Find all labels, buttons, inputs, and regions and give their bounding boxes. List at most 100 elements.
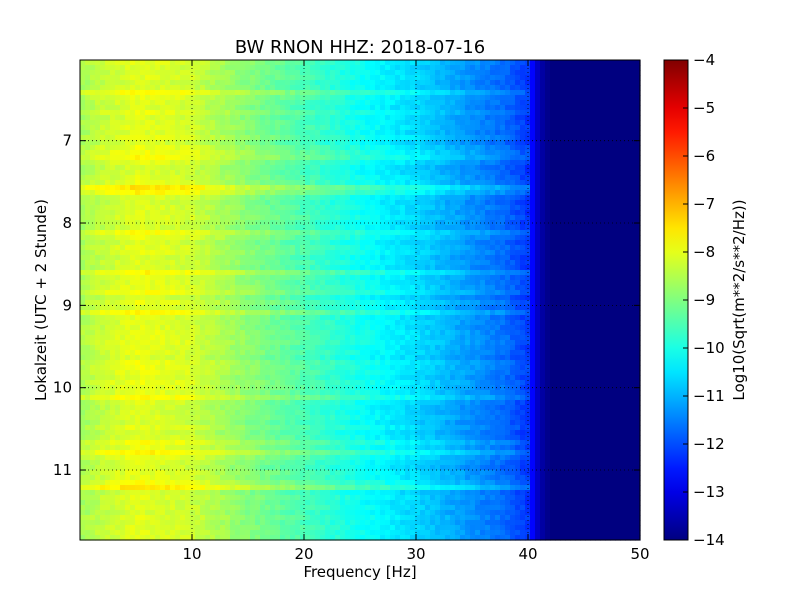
heatmap-cell xyxy=(540,160,546,166)
heatmap-cell xyxy=(590,235,596,241)
heatmap-cell xyxy=(335,135,341,141)
heatmap-cell xyxy=(560,150,566,156)
heatmap-cell xyxy=(430,185,436,191)
heatmap-cell xyxy=(435,85,441,91)
heatmap-cell xyxy=(205,120,211,126)
heatmap-cell xyxy=(140,270,146,276)
heatmap-cell xyxy=(635,170,641,176)
heatmap-cell xyxy=(325,135,331,141)
heatmap-cell xyxy=(260,230,266,236)
heatmap-cell xyxy=(145,225,151,231)
heatmap-cell xyxy=(575,230,581,236)
heatmap-cell xyxy=(110,180,116,186)
heatmap-cell xyxy=(250,280,256,286)
heatmap-cell xyxy=(530,175,536,181)
heatmap-cell xyxy=(395,105,401,111)
heatmap-cell xyxy=(220,210,226,216)
heatmap-cell xyxy=(240,160,246,166)
heatmap-cell xyxy=(425,175,431,181)
heatmap-cell xyxy=(530,240,536,246)
heatmap-cell xyxy=(515,170,521,176)
heatmap-cell xyxy=(260,185,266,191)
heatmap-cell xyxy=(230,255,236,261)
heatmap-cell xyxy=(315,165,321,171)
heatmap-cell xyxy=(460,100,466,106)
heatmap-cell xyxy=(550,70,556,76)
heatmap-cell xyxy=(535,210,541,216)
heatmap-cell xyxy=(410,95,416,101)
heatmap-cell xyxy=(260,65,266,71)
heatmap-cell xyxy=(575,100,581,106)
heatmap-cell xyxy=(435,170,441,176)
heatmap-cell xyxy=(80,155,86,161)
heatmap-cell xyxy=(550,240,556,246)
heatmap-cell xyxy=(570,225,576,231)
heatmap-cell xyxy=(225,65,231,71)
heatmap-cell xyxy=(350,235,356,241)
heatmap-cell xyxy=(595,110,601,116)
heatmap-cell xyxy=(390,260,396,266)
heatmap-cell xyxy=(580,270,586,276)
heatmap-cell xyxy=(630,110,636,116)
heatmap-cell xyxy=(90,185,96,191)
heatmap-cell xyxy=(470,80,476,86)
heatmap-cell xyxy=(635,230,641,236)
heatmap-cell xyxy=(245,250,251,256)
heatmap-cell xyxy=(80,210,86,216)
heatmap-cell xyxy=(445,270,451,276)
heatmap-cell xyxy=(475,75,481,81)
heatmap-cell xyxy=(480,250,486,256)
heatmap-cell xyxy=(415,95,421,101)
heatmap-cell xyxy=(590,90,596,96)
heatmap-cell xyxy=(385,155,391,161)
heatmap-cell xyxy=(605,165,611,171)
heatmap-cell xyxy=(95,150,101,156)
heatmap-cell xyxy=(520,130,526,136)
heatmap-cell xyxy=(560,70,566,76)
heatmap-cell xyxy=(390,120,396,126)
heatmap-cell xyxy=(220,240,226,246)
heatmap-cell xyxy=(200,100,206,106)
heatmap-cell xyxy=(415,145,421,151)
heatmap-cell xyxy=(255,220,261,226)
heatmap-cell xyxy=(190,105,196,111)
heatmap-cell xyxy=(400,85,406,91)
heatmap-cell xyxy=(120,95,126,101)
heatmap-cell xyxy=(450,80,456,86)
heatmap-cell xyxy=(410,215,416,221)
heatmap-cell xyxy=(220,215,226,221)
heatmap-cell xyxy=(225,90,231,96)
heatmap-cell xyxy=(215,205,221,211)
heatmap-cell xyxy=(140,240,146,246)
heatmap-cell xyxy=(105,145,111,151)
heatmap-cell xyxy=(395,135,401,141)
heatmap-cell xyxy=(380,215,386,221)
heatmap-cell xyxy=(625,135,631,141)
heatmap-cell xyxy=(495,270,501,276)
heatmap-cell xyxy=(495,220,501,226)
heatmap-cell xyxy=(190,280,196,286)
heatmap-cell xyxy=(300,220,306,226)
heatmap-cell xyxy=(160,150,166,156)
heatmap-cell xyxy=(405,220,411,226)
heatmap-cell xyxy=(550,150,556,156)
heatmap-cell xyxy=(175,260,181,266)
heatmap-cell xyxy=(405,250,411,256)
heatmap-cell xyxy=(120,125,126,131)
heatmap-cell xyxy=(95,140,101,146)
heatmap-cell xyxy=(510,255,516,261)
heatmap-cell xyxy=(595,195,601,201)
heatmap-cell xyxy=(90,200,96,206)
heatmap-cell xyxy=(240,260,246,266)
heatmap-cell xyxy=(400,135,406,141)
heatmap-cell xyxy=(495,60,501,66)
heatmap-cell xyxy=(200,135,206,141)
heatmap-cell xyxy=(85,75,91,81)
heatmap-cell xyxy=(270,250,276,256)
heatmap-cell xyxy=(490,170,496,176)
heatmap-cell xyxy=(80,205,86,211)
heatmap-cell xyxy=(210,200,216,206)
heatmap-cell xyxy=(350,75,356,81)
heatmap-cell xyxy=(285,215,291,221)
heatmap-cell xyxy=(470,165,476,171)
